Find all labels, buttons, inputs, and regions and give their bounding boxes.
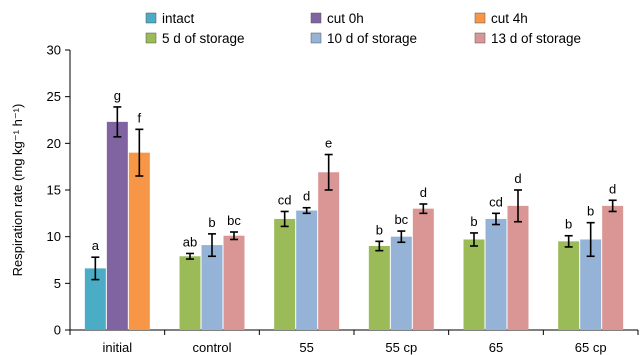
x-tick-label: 55 cp (385, 340, 417, 355)
significance-label: b (208, 215, 215, 230)
significance-label: a (92, 238, 100, 253)
significance-label: bc (394, 212, 408, 227)
bar (485, 218, 507, 330)
legend-label: cut 4h (491, 11, 528, 26)
bar (463, 239, 485, 330)
legend-swatch (474, 12, 486, 24)
legend-label: 5 d of storage (162, 31, 245, 46)
legend-label: cut 0h (327, 11, 364, 26)
significance-label: bc (227, 213, 241, 228)
bar (274, 218, 296, 330)
bar (223, 235, 245, 330)
bar (507, 205, 529, 330)
significance-label: e (325, 136, 332, 151)
x-tick-label: 65 cp (575, 340, 607, 355)
legend-swatch (145, 32, 157, 44)
bar (201, 245, 223, 330)
significance-label: cd (278, 192, 292, 207)
y-tick-label: 0 (54, 323, 61, 338)
legend-label: intact (162, 11, 195, 26)
legend-label: 10 d of storage (327, 31, 417, 46)
significance-label: b (587, 204, 594, 219)
significance-label: d (609, 181, 616, 196)
y-tick-label: 15 (47, 183, 61, 198)
bar (128, 152, 150, 330)
bar (296, 210, 318, 330)
chart-legend: intact cut 0h cut 4h 5 d of storage 10 d of … (145, 11, 581, 46)
bar (412, 208, 434, 330)
x-tick-label: 65 (489, 340, 503, 355)
x-tick-label: control (192, 340, 231, 355)
legend-swatch (145, 12, 157, 24)
significance-label: b (565, 217, 572, 232)
significance-label: cd (489, 194, 503, 209)
bar (179, 256, 201, 330)
y-axis: 0 5 10 15 20 25 30 (47, 43, 71, 338)
bar (318, 172, 340, 330)
x-tick-label: initial (103, 340, 133, 355)
significance-label: d (303, 189, 310, 204)
bar (106, 121, 128, 330)
legend-swatch (310, 12, 322, 24)
significance-label: ab (183, 234, 197, 249)
bar (368, 246, 390, 330)
y-tick-label: 5 (54, 276, 61, 291)
bar (390, 236, 412, 330)
y-tick-label: 10 (47, 229, 61, 244)
significance-label: b (376, 222, 383, 237)
x-axis: initial control 55 55 cp 65 65 cp (69, 329, 639, 355)
x-tick-label: 55 (299, 340, 313, 355)
bar (84, 268, 106, 330)
significance-label: d (420, 185, 427, 200)
significance-label: g (114, 88, 121, 103)
legend-swatch (474, 32, 486, 44)
bar (558, 241, 580, 330)
significance-label: d (514, 171, 521, 186)
significance-label: b (470, 214, 477, 229)
legend-swatch (310, 32, 322, 44)
significance-label: f (138, 110, 142, 125)
legend-label: 13 d of storage (491, 31, 581, 46)
y-axis-label: Respiration rate (mg kg⁻¹ h⁻¹) (10, 104, 25, 277)
y-tick-label: 30 (47, 43, 61, 58)
bar (602, 205, 624, 330)
bar (580, 239, 602, 330)
y-tick-label: 25 (47, 89, 61, 104)
y-tick-label: 20 (47, 136, 61, 151)
